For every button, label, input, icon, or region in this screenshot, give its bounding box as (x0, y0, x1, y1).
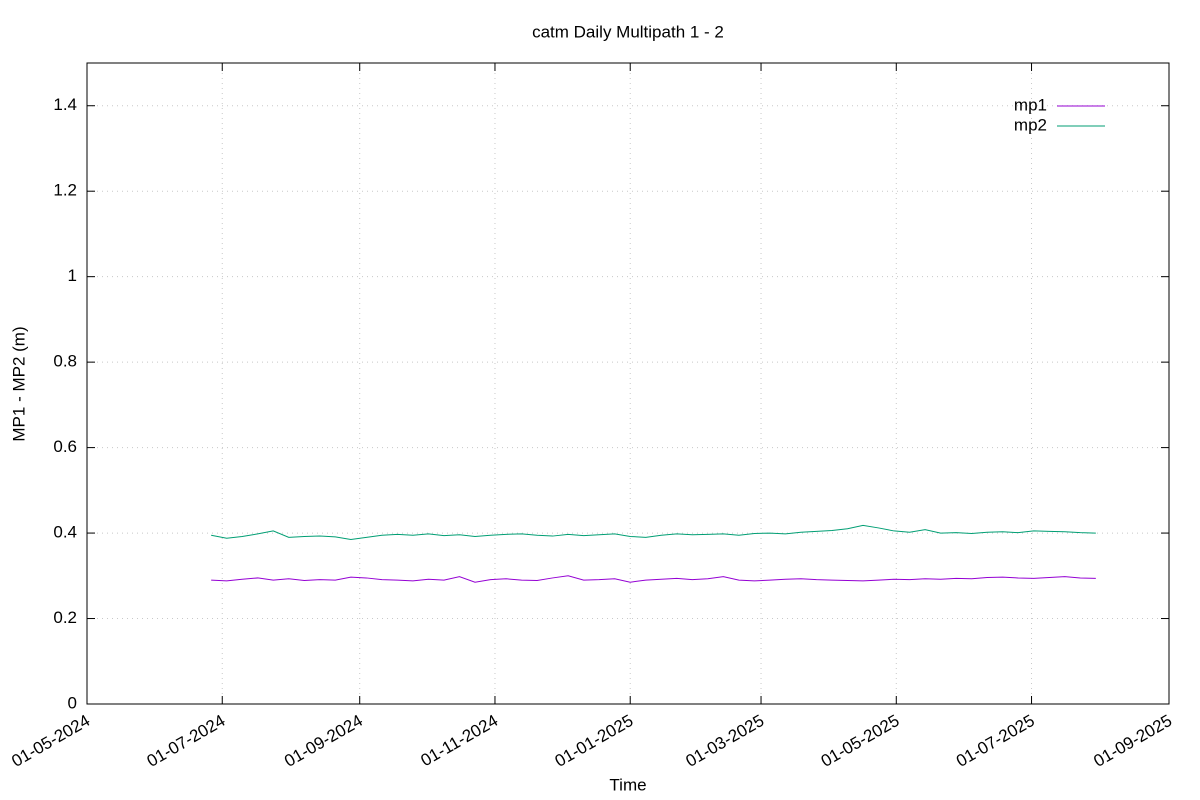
y-tick-label: 1 (68, 266, 77, 285)
y-axis-label: MP1 - MP2 (m) (9, 326, 28, 441)
y-tick-label: 1.4 (53, 95, 77, 114)
chart-title: catm Daily Multipath 1 - 2 (532, 22, 724, 41)
series-line (211, 524, 1096, 540)
y-tick-label: 0 (68, 693, 77, 712)
y-tick-label: 0.8 (53, 352, 77, 371)
legend-label: mp1 (1014, 95, 1047, 114)
y-tick-label: 1.2 (53, 181, 77, 200)
y-tick-label: 0.4 (53, 523, 77, 542)
y-tick-label: 0.6 (53, 437, 77, 456)
series-line (211, 575, 1096, 583)
x-axis-label: Time (609, 775, 646, 794)
legend-label: mp2 (1014, 115, 1047, 134)
y-tick-label: 0.2 (53, 608, 77, 627)
plot-frame (86, 62, 1170, 705)
